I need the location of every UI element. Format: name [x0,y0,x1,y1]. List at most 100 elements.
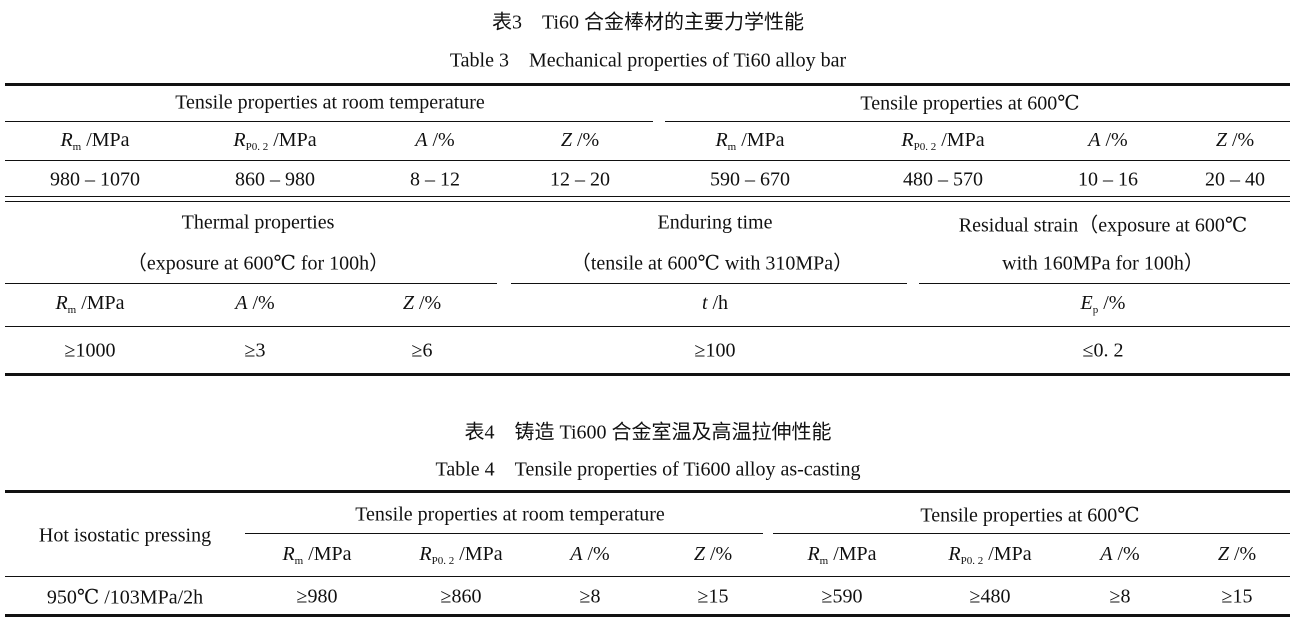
symbol: R [282,543,295,565]
subscript: P0. 2 [431,555,455,567]
symbol: A [570,543,583,565]
table-cell: ≥3 [244,339,266,362]
table-rule [773,533,1290,535]
table-rule [5,283,497,285]
unit: /% [1100,129,1128,151]
unit: /% [704,543,733,565]
unit: /% [413,292,442,314]
subscript: P0. 2 [960,555,984,567]
subscript: P0. 2 [913,141,937,153]
symbol: Z [402,292,414,314]
table-cell: ≥8 [579,585,601,608]
symbol: R [419,543,432,565]
table-rule [511,283,907,285]
table-cell: ≥1000 [64,339,116,362]
group-header-thermal: Thermal properties [181,211,335,234]
column-header: Ep /% [1081,292,1126,316]
unit: /% [1228,543,1257,565]
unit: /MPa [828,543,877,565]
column-header: Z /% [694,543,732,567]
symbol: R [55,292,68,314]
symbol: R [233,129,246,151]
table-cell: ≥6 [411,339,433,362]
column-header: A /% [570,543,609,567]
row-header: Hot isostatic pressing [38,524,212,547]
table-rule [5,490,1290,493]
column-header: Rm /MPa [60,129,129,153]
symbol: Z [560,129,572,151]
table-rule [5,326,1290,328]
table-cell: 10 – 16 [1078,168,1138,191]
column-header: RP0. 2 /MPa [901,129,984,153]
table-cell: 980 – 1070 [50,168,140,191]
group-header-room: Tensile properties at room temperature [175,91,485,114]
table-rule [5,196,1290,198]
table-cell: ≥15 [697,585,729,608]
column-header: Z /% [403,292,441,316]
table3-title-en: Table 3 Mechanical properties of Ti60 al… [449,49,847,72]
table-rule [5,83,1290,86]
table-cell: ≥8 [1109,585,1131,608]
column-header: RP0. 2 /MPa [419,543,502,567]
unit: /% [427,129,455,151]
unit: /MPa [76,292,125,314]
subscript: m [294,555,304,567]
column-header: Z /% [1218,543,1256,567]
column-header: Rm /MPa [282,543,351,567]
symbol: Z [1217,543,1229,565]
unit: /MPa [268,129,317,151]
table-cell: ≤0. 2 [1082,339,1124,362]
table-cell: ≥15 [1221,585,1253,608]
column-header: RP0. 2 /MPa [233,129,316,153]
group-header-600: Tensile properties at 600℃ [860,92,1080,115]
unit: /% [1112,543,1140,565]
symbol: A [235,292,248,314]
table-rule [5,576,1290,578]
symbol: E [1080,292,1093,314]
symbol: Z [693,543,705,565]
unit: /h [707,292,729,314]
column-header: A /% [1088,129,1127,153]
group-header-600: Tensile properties at 600℃ [920,504,1140,527]
subscript: P0. 2 [245,141,269,153]
table-cell: ≥590 [821,585,863,608]
subscript: p [1092,304,1099,316]
table-cell: 950℃ /103MPa/2h [46,586,204,609]
symbol: A [1088,129,1101,151]
unit: /% [247,292,275,314]
unit: /% [582,543,610,565]
table-rule [5,160,1290,162]
group-header-enduring-sub: （tensile at 600℃ with 310MPa） [570,252,854,275]
unit: /MPa [81,129,130,151]
column-header: A /% [415,129,454,153]
symbol: A [415,129,428,151]
table-cell: ≥980 [296,585,338,608]
symbol: R [807,543,820,565]
table4-title-cn: 表4 铸造 Ti600 合金室温及高温拉伸性能 [464,421,832,444]
column-header: A /% [1100,543,1139,567]
symbol: t [701,292,708,314]
symbol: R [60,129,73,151]
symbol: R [715,129,728,151]
table-cell: 590 – 670 [710,168,790,191]
table-cell: 480 – 570 [903,168,983,191]
table-rule [665,121,1290,123]
table-cell: 20 – 40 [1205,168,1265,191]
group-header-residual-sub: with 160MPa for 100h） [1002,252,1204,275]
symbol: A [1100,543,1113,565]
column-header: Rm /MPa [715,129,784,153]
table-rule [5,201,1290,203]
column-header: Rm /MPa [55,292,124,316]
table-cell: 8 – 12 [410,168,460,191]
group-header-room: Tensile properties at room temperature [355,503,665,526]
unit: /MPa [736,129,785,151]
group-header-enduring: Enduring time [657,211,773,234]
unit: /MPa [454,543,503,565]
subscript: m [819,555,829,567]
symbol: R [901,129,914,151]
table3-title-cn: 表3 Ti60 合金棒材的主要力学性能 [491,11,805,34]
unit: /MPa [936,129,985,151]
column-header: Z /% [561,129,599,153]
table-rule [5,121,653,123]
column-header: A /% [235,292,274,316]
